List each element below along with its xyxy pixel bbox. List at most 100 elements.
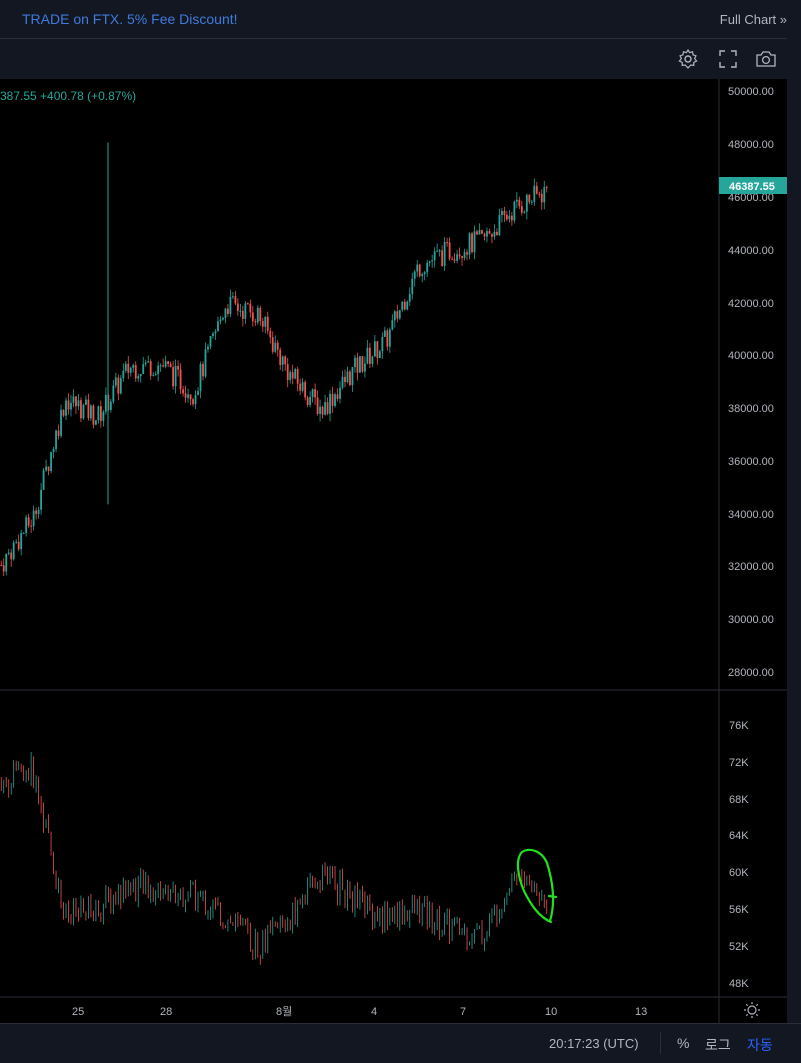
price-candle: [127, 363, 130, 373]
annotation-tail: [547, 894, 558, 899]
camera-icon[interactable]: [755, 48, 777, 70]
price-candle: [189, 394, 192, 400]
time-axis: 25 28 8월 4 7 10 13: [72, 1005, 647, 1018]
price-candle: [540, 193, 543, 203]
time-tick: 4: [371, 1006, 377, 1018]
log-scale-toggle[interactable]: 로그: [705, 1037, 731, 1053]
price-candle: [0, 565, 3, 567]
price-candle: [112, 385, 115, 402]
price-candle: [421, 274, 424, 277]
price-candle: [60, 409, 62, 436]
price-candle: [359, 356, 361, 373]
price-candle: [453, 259, 456, 261]
price-candle: [441, 250, 444, 266]
price-candle: [256, 307, 259, 323]
price-candle: [40, 489, 42, 510]
price-candle: [42, 470, 45, 490]
price-candle: [114, 377, 117, 386]
price-candle: [388, 329, 391, 347]
chart-canvas[interactable]: 50000.00 48000.00 46000.00 44000.00 4200…: [0, 79, 787, 1023]
price-candle: [326, 402, 329, 414]
price-candle: [157, 365, 160, 375]
settings-icon[interactable]: [677, 48, 699, 70]
price-candle: [12, 542, 15, 560]
price-candle: [139, 374, 142, 377]
price-candle: [219, 319, 222, 322]
price-candle: [50, 452, 52, 472]
time-tick: 25: [72, 1006, 84, 1018]
price-candle: [433, 251, 436, 261]
sun-icon[interactable]: [744, 1002, 760, 1018]
price-candle: [545, 187, 548, 189]
price-candle: [461, 256, 463, 258]
volume-tick: 72K: [729, 757, 749, 769]
price-candle: [386, 330, 389, 347]
price-candle: [236, 303, 239, 312]
price-candle: [264, 316, 267, 327]
price-candle: [222, 317, 224, 320]
price-candle: [341, 376, 344, 388]
price-candle: [493, 231, 496, 237]
right-edge: [787, 38, 801, 1023]
price-candle: [316, 397, 319, 414]
divider: [660, 1032, 661, 1054]
price-candle: [62, 409, 65, 416]
price-candle: [187, 394, 189, 398]
price-candle: [533, 185, 536, 202]
price-candle: [411, 278, 414, 295]
price-candle: [351, 367, 354, 386]
price-candle: [309, 396, 312, 406]
price-candle: [97, 406, 100, 421]
price-candle: [179, 369, 182, 390]
price-candle: [406, 301, 409, 310]
price-tick: 32000.00: [728, 561, 774, 573]
price-candle: [481, 230, 483, 234]
price-candle: [331, 393, 334, 406]
price-candle: [506, 214, 508, 220]
price-change-readout: 387.55 +400.78 (+0.87%): [0, 89, 137, 103]
price-candle: [371, 356, 374, 364]
price-candle: [486, 231, 488, 237]
volume-tick: 52K: [729, 941, 749, 953]
price-candle: [510, 215, 513, 221]
price-tick: 42000.00: [728, 298, 774, 310]
fullscreen-icon[interactable]: [717, 48, 739, 70]
price-candle: [304, 382, 307, 398]
price-candle: [523, 211, 526, 213]
price-candle: [376, 341, 379, 359]
price-candle: [276, 342, 279, 350]
price-candle: [30, 525, 33, 527]
time-tick: 10: [545, 1006, 557, 1018]
price-candle: [246, 303, 249, 305]
price-tick: 36000.00: [728, 456, 774, 468]
price-candle: [27, 517, 30, 526]
price-candle: [122, 370, 125, 379]
price-candle: [438, 250, 441, 252]
price-candle: [271, 337, 274, 352]
percent-scale-toggle[interactable]: %: [677, 1035, 690, 1051]
price-candle: [164, 361, 167, 367]
price-candle: [142, 364, 145, 375]
price-candle: [75, 396, 77, 407]
price-candle: [2, 565, 5, 572]
price-candle: [369, 347, 371, 364]
chart-toolbar: [0, 38, 787, 80]
chart-area[interactable]: 50000.00 48000.00 46000.00 44000.00 4200…: [0, 79, 787, 1023]
auto-scale-toggle[interactable]: 자동: [747, 1037, 773, 1053]
price-candle: [525, 194, 528, 212]
price-candle: [5, 553, 8, 572]
price-candle: [269, 330, 272, 338]
price-candle: [393, 311, 396, 321]
price-candle: [154, 374, 157, 376]
full-chart-link[interactable]: Full Chart »: [719, 12, 787, 27]
price-candle: [321, 406, 324, 415]
price-candle: [152, 374, 155, 376]
price-candle: [99, 406, 102, 421]
price-candle: [426, 262, 429, 273]
volume-tick: 64K: [729, 830, 749, 842]
promo-link[interactable]: TRADE on FTX. 5% Fee Discount!: [22, 11, 238, 27]
price-candle: [468, 233, 471, 255]
price-candle: [232, 296, 234, 298]
price-candle: [401, 301, 404, 310]
price-candle: [177, 365, 179, 370]
